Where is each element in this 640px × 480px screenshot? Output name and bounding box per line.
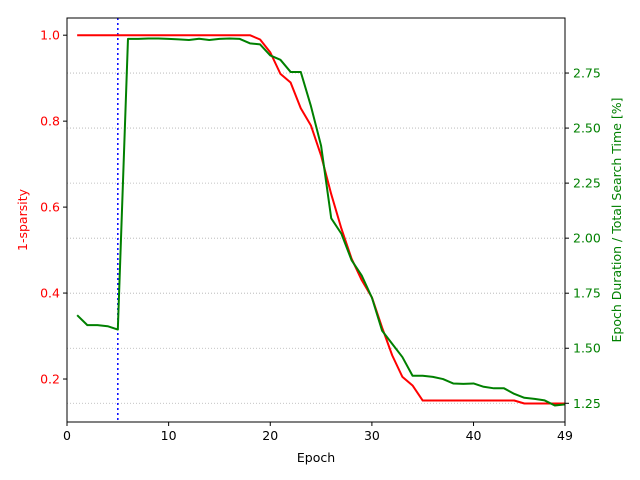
y-left-tick-label: 0.2 — [40, 372, 60, 387]
series-line-right — [76, 37, 566, 407]
x-tick-label: 10 — [161, 428, 177, 443]
x-tick-label: 20 — [262, 428, 278, 443]
y-right-tick-label: 2.25 — [573, 176, 601, 191]
y-axis-left: 0.2 0.4 0.6 0.8 1.0 — [40, 28, 67, 387]
x-tick-label: 49 — [557, 428, 573, 443]
y-right-tick-label: 2.75 — [573, 66, 601, 81]
y-right-tick-label: 1.75 — [573, 286, 601, 301]
y-right-tick-label: 2.00 — [573, 231, 601, 246]
x-tick-label: 40 — [466, 428, 482, 443]
series-layer — [76, 34, 566, 407]
plot-frame — [66, 17, 566, 423]
y-right-tick-label: 2.50 — [573, 121, 601, 136]
x-axis-title: Epoch — [297, 450, 335, 465]
y-left-tick-label: 1.0 — [40, 28, 60, 43]
x-tick-label: 30 — [364, 428, 380, 443]
y-axis-right-title: Epoch Duration / Total Search Time [%] — [609, 98, 624, 343]
y-left-tick-label: 0.8 — [40, 114, 60, 129]
y-axis-right: 1.25 1.50 1.75 2.00 2.25 2.50 2.75 — [565, 66, 601, 411]
y-right-tick-label: 1.50 — [573, 341, 601, 356]
x-axis: 0 10 20 30 40 49 — [63, 422, 573, 443]
y-axis-left-title: 1-sparsity — [15, 188, 30, 251]
y-left-tick-label: 0.6 — [40, 200, 60, 215]
series-line-left — [77, 34, 565, 405]
x-tick-label: 0 — [63, 428, 71, 443]
y-left-tick-label: 0.4 — [40, 286, 60, 301]
y-right-tick-label: 1.25 — [573, 396, 601, 411]
